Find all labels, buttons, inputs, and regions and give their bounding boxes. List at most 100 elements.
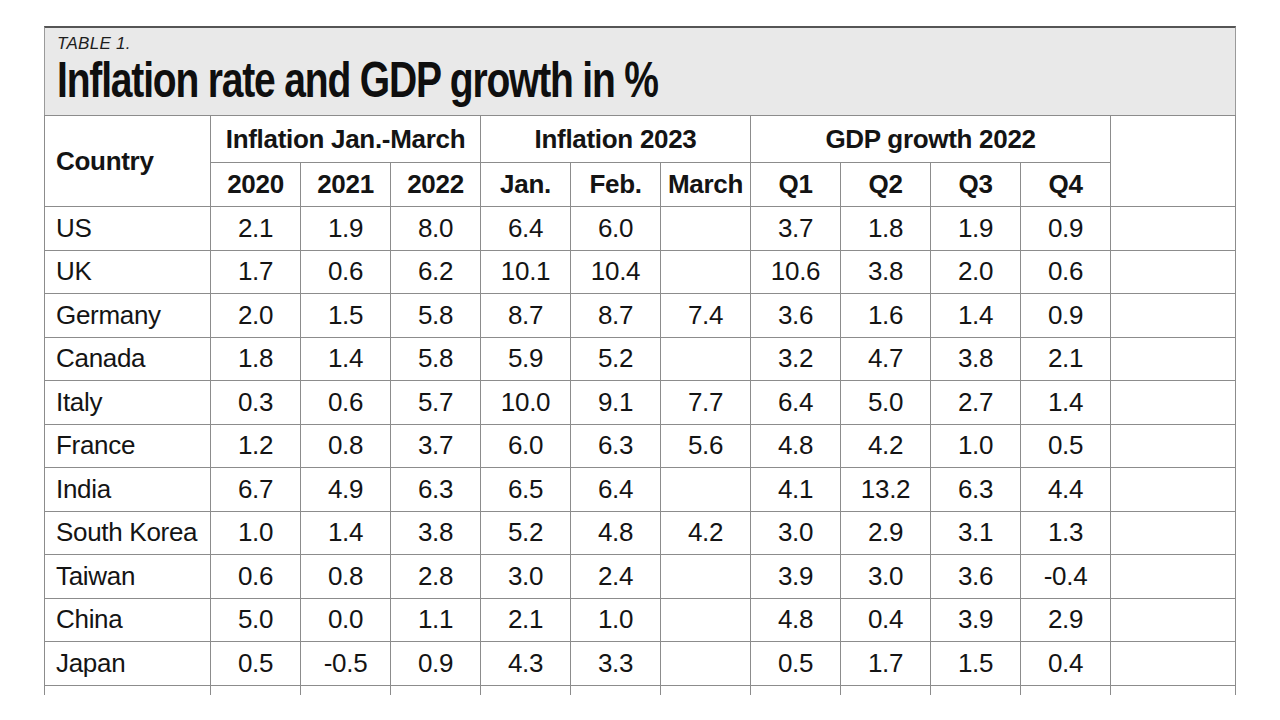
country-cell: UK [45, 250, 211, 294]
value-cell: 8.7 [571, 294, 661, 338]
value-cell: 3.8 [841, 250, 931, 294]
value-cell: 2.1 [211, 207, 301, 251]
value-cell: 5.2 [571, 337, 661, 381]
value-cell: 0.3 [211, 381, 301, 425]
value-cell: 3.3 [571, 642, 661, 686]
value-cell: 5.8 [391, 337, 481, 381]
value-cell: 3.0 [841, 555, 931, 599]
table-row: India6.74.96.36.56.44.113.26.34.4 [45, 468, 1236, 512]
column-header: Q1 [751, 163, 841, 207]
value-cell: 0.5 [1021, 424, 1111, 468]
value-cell [301, 685, 391, 695]
value-cell: 1.0 [211, 511, 301, 555]
column-header: Feb. [571, 163, 661, 207]
value-cell: -0.5 [301, 642, 391, 686]
value-cell: 4.9 [301, 468, 391, 512]
value-cell: 6.3 [931, 468, 1021, 512]
value-cell: 1.8 [211, 337, 301, 381]
country-column-header: Country [45, 116, 211, 207]
value-cell: 1.4 [301, 337, 391, 381]
empty-cell [1111, 250, 1236, 294]
value-cell: 2.4 [571, 555, 661, 599]
table-row: Germany2.01.55.88.78.77.43.61.61.40.9 [45, 294, 1236, 338]
value-cell: 3.8 [931, 337, 1021, 381]
empty-cell [1111, 555, 1236, 599]
value-cell: 1.5 [931, 642, 1021, 686]
value-cell: 6.5 [481, 468, 571, 512]
value-cell: 2.8 [391, 555, 481, 599]
value-cell: 4.2 [841, 424, 931, 468]
group-header-gdp-growth-2022: GDP growth 2022 [751, 116, 1111, 163]
inflation-gdp-figure: TABLE 1. Inflation rate and GDP growth i… [44, 26, 1236, 695]
value-cell: 0.4 [841, 598, 931, 642]
value-cell: 1.6 [841, 294, 931, 338]
value-cell: 4.8 [751, 424, 841, 468]
value-cell: 1.9 [931, 207, 1021, 251]
value-cell: 3.8 [391, 511, 481, 555]
value-cell: 3.7 [391, 424, 481, 468]
value-cell [661, 207, 751, 251]
value-cell: 3.0 [751, 511, 841, 555]
value-cell: 7.7 [661, 381, 751, 425]
value-cell [1021, 685, 1111, 695]
column-header: 2020 [211, 163, 301, 207]
data-table: Country Inflation Jan.-March Inflation 2… [44, 115, 1236, 695]
value-cell: 7.4 [661, 294, 751, 338]
value-cell [661, 685, 751, 695]
value-cell: 4.4 [1021, 468, 1111, 512]
value-cell: 9.1 [571, 381, 661, 425]
country-cell: Japan [45, 642, 211, 686]
table-row: China5.00.01.12.11.04.80.43.92.9 [45, 598, 1236, 642]
value-cell: 2.1 [1021, 337, 1111, 381]
value-cell: 8.7 [481, 294, 571, 338]
country-cell: Italy [45, 381, 211, 425]
group-header-inflation-jan-march: Inflation Jan.-March [211, 116, 481, 163]
country-cell: India [45, 468, 211, 512]
value-cell [571, 685, 661, 695]
country-cell: China [45, 598, 211, 642]
table-row: UK1.70.66.210.110.410.63.82.00.6 [45, 250, 1236, 294]
value-cell: 5.9 [481, 337, 571, 381]
table-group-header-row: Country Inflation Jan.-March Inflation 2… [45, 116, 1236, 163]
value-cell: 2.9 [1021, 598, 1111, 642]
value-cell: 3.6 [751, 294, 841, 338]
value-cell: 5.2 [481, 511, 571, 555]
value-cell: 6.4 [481, 207, 571, 251]
value-cell: 6.4 [751, 381, 841, 425]
value-cell: 6.7 [211, 468, 301, 512]
value-cell: 10.1 [481, 250, 571, 294]
column-header: Q2 [841, 163, 931, 207]
value-cell: 4.8 [751, 598, 841, 642]
country-cell [45, 685, 211, 695]
value-cell [211, 685, 301, 695]
value-cell: 0.6 [1021, 250, 1111, 294]
value-cell: 6.3 [391, 468, 481, 512]
value-cell: 1.4 [931, 294, 1021, 338]
value-cell: 1.4 [1021, 381, 1111, 425]
country-cell: Taiwan [45, 555, 211, 599]
empty-cell [1111, 424, 1236, 468]
value-cell: 2.1 [481, 598, 571, 642]
table-kicker: TABLE 1. [57, 34, 1235, 54]
value-cell: 5.7 [391, 381, 481, 425]
country-cell: Canada [45, 337, 211, 381]
value-cell: 1.7 [841, 642, 931, 686]
value-cell: 2.0 [931, 250, 1021, 294]
column-header: 2022 [391, 163, 481, 207]
table-row: South Korea1.01.43.85.24.84.23.02.93.11.… [45, 511, 1236, 555]
clipped-row [45, 685, 1236, 695]
empty-cell [1111, 381, 1236, 425]
table-subheader-row: 202020212022Jan.Feb.MarchQ1Q2Q3Q4 [45, 163, 1236, 207]
value-cell: 1.2 [211, 424, 301, 468]
country-cell: South Korea [45, 511, 211, 555]
value-cell: 3.9 [931, 598, 1021, 642]
value-cell: 1.1 [391, 598, 481, 642]
value-cell [391, 685, 481, 695]
table-row: Japan0.5-0.50.94.33.30.51.71.50.4 [45, 642, 1236, 686]
column-header: 2021 [301, 163, 391, 207]
value-cell: 1.3 [1021, 511, 1111, 555]
column-header: March [661, 163, 751, 207]
value-cell: 0.9 [1021, 294, 1111, 338]
value-cell: 1.4 [301, 511, 391, 555]
value-cell: 10.0 [481, 381, 571, 425]
